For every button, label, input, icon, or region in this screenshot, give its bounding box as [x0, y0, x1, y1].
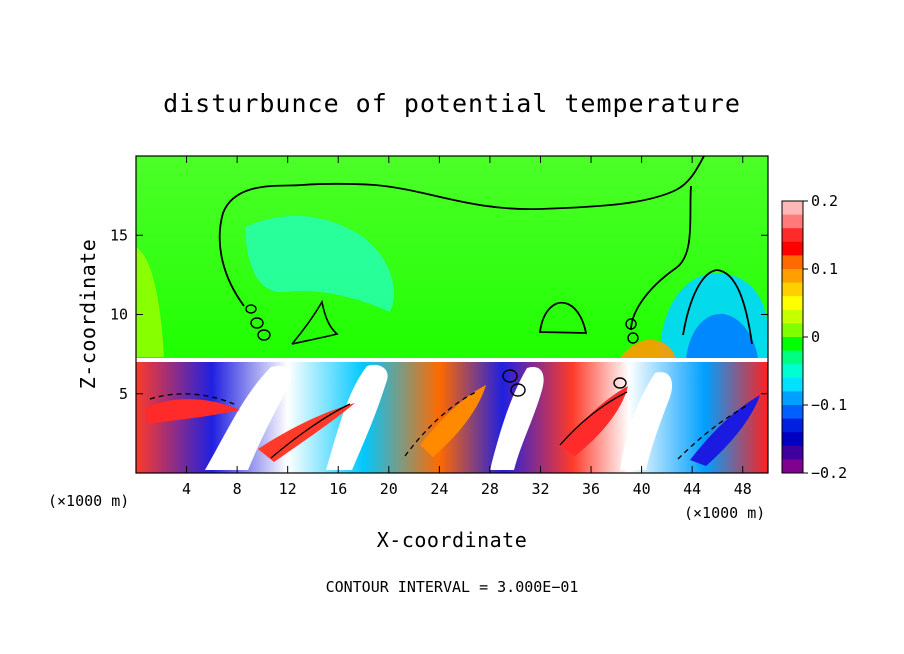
lower-white-streak-b	[326, 364, 388, 470]
colorbar-segment	[782, 228, 803, 243]
x-units-right: (×1000 m)	[684, 504, 765, 522]
lower-white-streak-d	[620, 372, 673, 470]
contour-upper-main	[218, 156, 705, 307]
x-tick-label: 24	[430, 480, 448, 498]
x-tick-label: 4	[182, 480, 191, 498]
colorbar-segment	[782, 391, 803, 406]
colorbar-segment	[782, 350, 803, 365]
colorbar-segment	[782, 405, 803, 420]
lower-white-streak-a	[205, 366, 292, 470]
contour-right-loop	[682, 269, 753, 345]
colorbar-ticks: 0.2 0.1 0 −0.1 −0.2	[803, 192, 847, 482]
colorbar-tick-label: 0	[811, 328, 820, 346]
x-tick-label: 28	[481, 480, 499, 498]
colorbar-segment	[782, 445, 803, 460]
colorbar-segment	[782, 323, 803, 338]
x-axis: 4 8 12 16 20 24 28 32 36 40 44 48	[182, 156, 752, 498]
colorbar-segments	[782, 201, 803, 474]
contour-ring-3	[257, 329, 271, 341]
upper-warm-hotspot	[620, 339, 676, 360]
colorbar-tick-label: −0.2	[811, 464, 847, 482]
upper-layer-field	[136, 156, 768, 360]
contour-ring-6	[502, 369, 518, 383]
contour-mid-loop	[538, 301, 588, 334]
upper-blue-plume	[686, 313, 758, 358]
lower-red-swirl-b	[258, 403, 355, 462]
y-tick-label: 10	[110, 306, 128, 324]
contour-lower-a	[149, 393, 237, 406]
contour-lower-c	[404, 391, 477, 457]
contour-small-spike	[291, 299, 339, 345]
lower-orange-swirl	[420, 385, 486, 457]
contour-ring-1	[245, 304, 257, 314]
x-tick-label: 20	[380, 480, 398, 498]
upper-yellow-band	[136, 247, 164, 357]
colorbar-segment	[782, 255, 803, 270]
x-tick-label: 32	[531, 480, 549, 498]
colorbar-segment	[782, 201, 803, 216]
contour-ring-7	[510, 383, 526, 397]
colorbar-segment	[782, 282, 803, 297]
contour-ring-8	[613, 377, 627, 389]
colorbar-segment	[782, 432, 803, 447]
y-tick-label: 15	[110, 226, 128, 244]
colorbar-segment	[782, 309, 803, 324]
x-tick-label: 8	[233, 480, 242, 498]
inversion-line	[136, 358, 768, 362]
colorbar-tick-label: 0.1	[811, 260, 838, 278]
contour-lower-b	[270, 403, 351, 459]
y-axis: 5 10 15	[110, 226, 768, 403]
chart-title: disturbunce of potential temperature	[163, 89, 741, 118]
y-axis-title: Z-coordinate	[76, 239, 100, 390]
lower-blue-swirl	[690, 395, 760, 466]
colorbar-segment	[782, 459, 803, 474]
contour-ring-5	[627, 332, 639, 344]
colorbar-tick-label: 0.2	[811, 192, 838, 210]
y-tick-label: 5	[119, 385, 128, 403]
contour-ring-4	[625, 318, 637, 330]
colorbar-segment	[782, 337, 803, 352]
plot-area	[136, 156, 768, 473]
lower-red-swirl-c	[560, 386, 628, 456]
x-tick-label: 40	[633, 480, 651, 498]
contour-ring-2	[250, 317, 264, 329]
x-tick-label: 44	[683, 480, 701, 498]
x-units-left: (×1000 m)	[48, 492, 129, 510]
contour-right-lobe	[630, 185, 692, 331]
x-tick-label: 48	[734, 480, 752, 498]
contour-lower-d	[559, 391, 628, 446]
colorbar-segment	[782, 241, 803, 256]
x-axis-title: X-coordinate	[377, 528, 528, 552]
colorbar: 0.2 0.1 0 −0.1 −0.2	[781, 192, 847, 482]
colorbar-segment	[782, 418, 803, 433]
colorbar-segment	[782, 214, 803, 229]
lower-red-swirl-a	[145, 399, 240, 424]
x-tick-label: 16	[329, 480, 347, 498]
colorbar-segment	[782, 364, 803, 379]
lower-white-streak-c	[490, 366, 544, 470]
x-tick-label: 36	[582, 480, 600, 498]
colorbar-segment	[782, 269, 803, 284]
colorbar-tick-label: −0.1	[811, 396, 847, 414]
colorbar-segment	[782, 296, 803, 311]
colorbar-segment	[782, 377, 803, 392]
contour-interval-label: CONTOUR INTERVAL = 3.000E−01	[326, 578, 579, 596]
upper-cyan-wave	[245, 215, 395, 312]
x-tick-label: 12	[279, 480, 297, 498]
